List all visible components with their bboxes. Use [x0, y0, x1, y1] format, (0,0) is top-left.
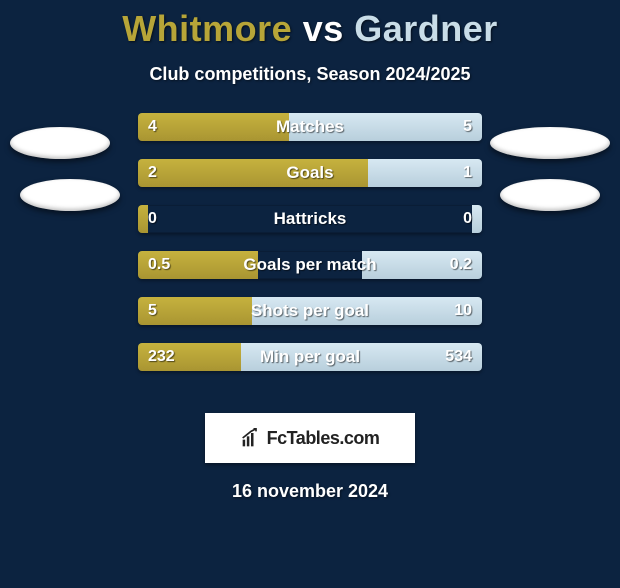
stat-row: 45Matches [138, 113, 482, 141]
stat-label: Goals per match [138, 251, 482, 279]
brand-box: FcTables.com [205, 413, 415, 463]
comparison-stage: 45Matches 21Goals 00Hattricks 0.50.2Goals p… [0, 113, 620, 393]
oval-left-2 [20, 179, 120, 211]
brand-text: FcTables.com [267, 428, 380, 449]
snapshot-date: 16 november 2024 [0, 481, 620, 502]
stat-row: 232534Min per goal [138, 343, 482, 371]
comparison-title: Whitmore vs Gardner [0, 8, 620, 50]
stat-label: Min per goal [138, 343, 482, 371]
subtitle: Club competitions, Season 2024/2025 [0, 64, 620, 85]
stat-label: Hattricks [138, 205, 482, 233]
player2-name: Gardner [354, 8, 498, 49]
vs-label: vs [303, 8, 344, 49]
oval-right-1 [490, 127, 610, 159]
stat-label: Shots per goal [138, 297, 482, 325]
fctables-logo-icon [241, 428, 261, 448]
stat-label: Goals [138, 159, 482, 187]
stat-label: Matches [138, 113, 482, 141]
stat-row: 00Hattricks [138, 205, 482, 233]
oval-left-1 [10, 127, 110, 159]
player1-name: Whitmore [122, 8, 292, 49]
stat-row: 0.50.2Goals per match [138, 251, 482, 279]
oval-right-2 [500, 179, 600, 211]
stat-row: 21Goals [138, 159, 482, 187]
stat-bars: 45Matches 21Goals 00Hattricks 0.50.2Goals p… [138, 113, 482, 389]
stat-row: 510Shots per goal [138, 297, 482, 325]
